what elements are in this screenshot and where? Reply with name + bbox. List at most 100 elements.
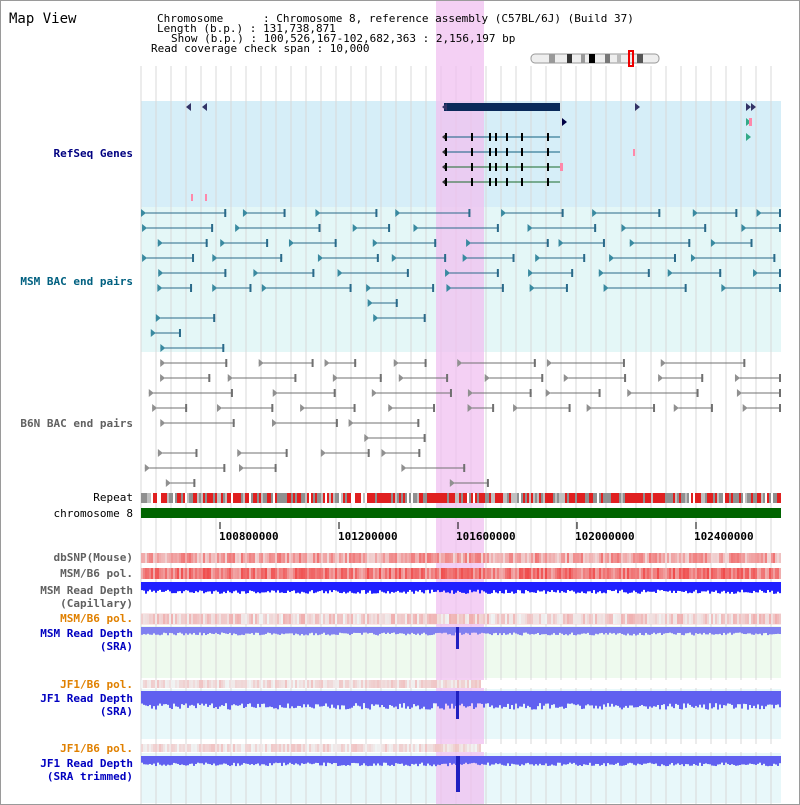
jf1-trim-depth [559, 756, 561, 763]
msm-capillary-depth [177, 582, 179, 592]
msm-capillary-depth [395, 582, 397, 592]
jf1-sra-depth [679, 691, 681, 709]
msm-capillary-depth [649, 582, 651, 592]
jf1-trim-depth [611, 756, 613, 765]
repeat-segment [301, 493, 303, 503]
jf1-pol2-heat [247, 744, 249, 752]
msm-sra-depth [599, 627, 601, 634]
repeat-segment [319, 493, 321, 503]
jf1-pol-heat [415, 680, 417, 688]
dbsnp-heat [419, 553, 421, 563]
msm-pol-heat [157, 568, 159, 579]
msm-capillary-depth [151, 582, 153, 592]
track-label-refseq[interactable]: RefSeq Genes [53, 147, 133, 160]
jf1-trim-depth [233, 756, 235, 763]
msm-pol2-heat [723, 614, 725, 624]
msm-pol-heat [739, 568, 741, 579]
msm-pol-heat [141, 568, 143, 579]
msm-capillary-depth [153, 582, 155, 591]
jf1-trim-depth [509, 756, 511, 766]
bac-end-marker [352, 224, 358, 232]
msm-capillary-depth [295, 582, 297, 594]
repeat-segment [227, 493, 229, 503]
msm-sra-depth [337, 627, 339, 635]
msm-pol2-heat [363, 614, 365, 624]
jf1-trim-depth [369, 756, 371, 766]
bac-end-marker [272, 389, 278, 397]
msm-sra-depth [487, 627, 489, 634]
msm-capillary-depth [333, 582, 335, 591]
jf1-sra-depth [307, 691, 309, 705]
msm-sra-depth [747, 627, 749, 634]
msm-pol2-heat [605, 614, 607, 624]
msm-capillary-depth [261, 582, 263, 593]
msm-capillary-depth [383, 582, 385, 593]
msm-capillary-depth [433, 582, 435, 592]
repeat-segment [297, 493, 299, 503]
jf1-sra-depth [705, 691, 707, 710]
msm-sra-depth [495, 627, 497, 633]
jf1-sra-depth [761, 691, 763, 706]
msm-pol2-heat [275, 614, 277, 624]
dbsnp-heat [393, 553, 395, 563]
msm-sra-depth [413, 627, 415, 634]
msm-pol2-heat [745, 614, 747, 624]
track-label-msm-bac[interactable]: MSM BAC end pairs [20, 275, 133, 288]
jf1-pol-heat [155, 680, 157, 688]
bac-end-marker [735, 209, 738, 217]
jf1-pol2-heat [257, 744, 259, 752]
msm-capillary-depth [323, 582, 325, 594]
jf1-sra-depth [265, 691, 267, 708]
msm-pol2-heat [525, 614, 527, 624]
jf1-trim-depth [657, 756, 659, 766]
msm-capillary-depth [725, 582, 727, 594]
jf1-pol-heat [437, 680, 439, 688]
msm-pol-heat [379, 568, 381, 579]
jf1-pol2-heat [193, 744, 195, 752]
jf1-sra-depth [275, 691, 277, 709]
msm-sra-depth [167, 627, 169, 636]
jf1-pol-heat [299, 680, 301, 688]
jf1-pol-heat [351, 680, 353, 688]
msm-sra-depth [403, 627, 405, 634]
track-label-b6n-bac[interactable]: B6N BAC end pairs [20, 417, 133, 430]
jf1-sra-depth [299, 691, 301, 707]
msm-capillary-depth [751, 582, 753, 594]
repeat-segment [463, 493, 465, 503]
msm-pol-heat [237, 568, 239, 579]
jf1-trim-depth [493, 756, 495, 765]
dbsnp-heat [687, 553, 689, 563]
msm-capillary-depth [713, 582, 715, 592]
msm-pol-heat [659, 568, 661, 579]
jf1-pol2-heat [465, 744, 467, 752]
jf1-pol2-heat [173, 744, 175, 752]
jf1-sra-depth [727, 691, 729, 704]
msm-pol-heat [671, 568, 673, 579]
msm-capillary-depth [609, 582, 611, 591]
repeat-segment [205, 493, 207, 503]
jf1-trim-depth [503, 756, 505, 766]
bac-end-marker [467, 389, 473, 397]
msm-pol-heat [223, 568, 225, 579]
dbsnp-heat [509, 553, 511, 563]
msm-capillary-depth [271, 582, 273, 591]
jf1-trim-depth [465, 756, 467, 763]
repeat-segment [329, 493, 331, 503]
jf1-trim-depth [589, 756, 591, 763]
msm-sra-depth [239, 627, 241, 636]
jf1-trim-depth [267, 756, 269, 766]
repeat-segment [409, 493, 411, 503]
jf1-trim-depth [359, 756, 361, 766]
msm-capillary-depth [381, 582, 383, 592]
msm-capillary-depth [161, 582, 163, 592]
msm-sra-depth [703, 627, 705, 633]
jf1-trim-depth [569, 756, 571, 763]
jf1-trim-depth [147, 756, 149, 765]
msm-pol2-heat [715, 614, 717, 624]
dbsnp-heat [329, 553, 331, 563]
jf1-sra-depth [539, 691, 541, 704]
jf1-pol-heat [447, 680, 449, 688]
jf1-trim-depth [367, 756, 369, 767]
jf1-sra-depth [701, 691, 703, 708]
